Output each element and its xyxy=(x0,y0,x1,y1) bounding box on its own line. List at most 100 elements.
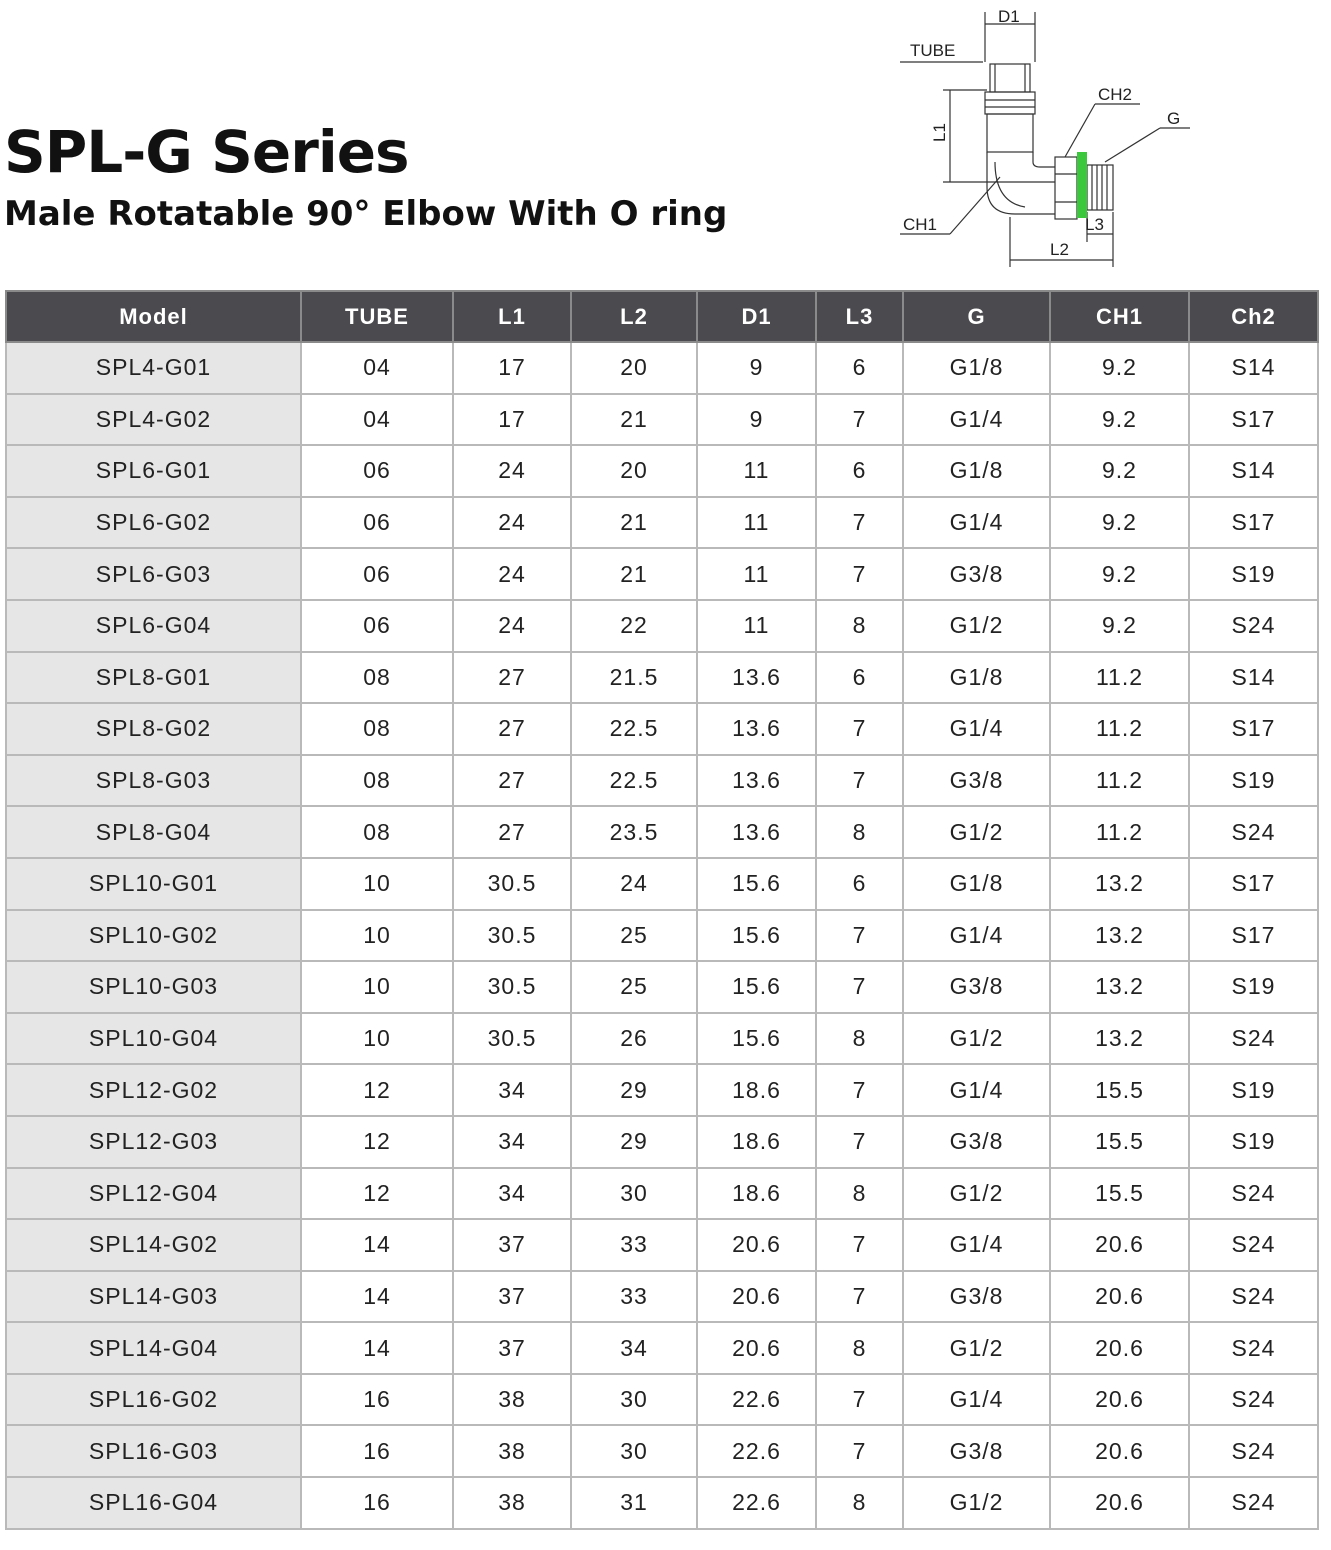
table-cell: 20.6 xyxy=(1049,1321,1190,1375)
table-cell: 15.6 xyxy=(696,908,817,963)
model-cell: SPL6-G04 xyxy=(5,598,302,653)
table-cell: 12 xyxy=(300,1166,454,1221)
page-title: SPL-G Series xyxy=(4,118,410,186)
table-cell: 20.6 xyxy=(1049,1424,1190,1479)
table-cell: 13.2 xyxy=(1049,856,1190,911)
table-row: SPL16-G04 16 38 31 22.6 8 G1/2 20.6 S24 xyxy=(5,1476,1319,1530)
table-cell: 29 xyxy=(570,1063,698,1117)
table-cell: 34 xyxy=(452,1114,572,1169)
table-cell: G1/2 xyxy=(902,598,1051,653)
model-cell: SPL14-G04 xyxy=(5,1321,302,1375)
table-cell: G1/4 xyxy=(902,495,1051,550)
table-body: SPL4-G01 04 17 20 9 6 G1/8 9.2 S14 SPL4-G02 04 17 21… xyxy=(5,341,1319,1530)
o-ring-icon xyxy=(1077,152,1087,218)
table-cell: 20.6 xyxy=(1049,1372,1190,1427)
table-cell: 27 xyxy=(452,702,572,756)
label-d1: D1 xyxy=(998,7,1020,26)
table-cell: 12 xyxy=(300,1114,454,1169)
table-cell: 7 xyxy=(815,702,904,756)
table-cell: 30 xyxy=(570,1166,698,1221)
table-cell: 10 xyxy=(300,908,454,963)
table-cell: 04 xyxy=(300,392,454,447)
table-cell: 7 xyxy=(815,495,904,550)
table-cell: 8 xyxy=(815,1321,904,1375)
table-cell: 6 xyxy=(815,341,904,395)
model-cell: SPL14-G03 xyxy=(5,1269,302,1324)
table-cell: S24 xyxy=(1188,598,1319,653)
table-cell: 6 xyxy=(815,650,904,705)
table-cell: G1/8 xyxy=(902,444,1051,498)
table-cell: 16 xyxy=(300,1424,454,1479)
table-row: SPL16-G03 16 38 30 22.6 7 G3/8 20.6 S24 xyxy=(5,1424,1319,1479)
table-cell: 13.6 xyxy=(696,753,817,808)
table-cell: 06 xyxy=(300,495,454,550)
model-cell: SPL8-G02 xyxy=(5,702,302,756)
table-cell: 22 xyxy=(570,598,698,653)
table-row: SPL6-G03 06 24 21 11 7 G3/8 9.2 S19 xyxy=(5,547,1319,601)
table-cell: 24 xyxy=(570,856,698,911)
model-cell: SPL10-G01 xyxy=(5,856,302,911)
column-header: L1 xyxy=(452,290,572,343)
column-header: CH1 xyxy=(1049,290,1190,343)
table-cell: 15.5 xyxy=(1049,1114,1190,1169)
column-header: TUBE xyxy=(300,290,454,343)
table-cell: G3/8 xyxy=(902,1424,1051,1479)
model-cell: SPL6-G02 xyxy=(5,495,302,550)
table-cell: 20.6 xyxy=(696,1321,817,1375)
model-cell: SPL10-G04 xyxy=(5,1011,302,1066)
table-cell: S19 xyxy=(1188,960,1319,1014)
table-cell: 13.2 xyxy=(1049,908,1190,963)
table-cell: 22.5 xyxy=(570,702,698,756)
table-cell: 08 xyxy=(300,650,454,705)
table-cell: 23.5 xyxy=(570,805,698,859)
table-cell: 20.6 xyxy=(696,1218,817,1272)
table-cell: 11.2 xyxy=(1049,753,1190,808)
table-cell: 25 xyxy=(570,960,698,1014)
table-cell: 8 xyxy=(815,1166,904,1221)
table-cell: 9 xyxy=(696,392,817,447)
table-cell: 17 xyxy=(452,392,572,447)
model-cell: SPL12-G04 xyxy=(5,1166,302,1221)
table-cell: 08 xyxy=(300,805,454,859)
table-row: SPL10-G01 10 30.5 24 15.6 6 G1/8 13.2 S17 xyxy=(5,856,1319,911)
model-cell: SPL8-G04 xyxy=(5,805,302,859)
label-g: G xyxy=(1167,109,1180,128)
table-row: SPL6-G01 06 24 20 11 6 G1/8 9.2 S14 xyxy=(5,444,1319,498)
table-cell: 20.6 xyxy=(1049,1269,1190,1324)
table-cell: 11 xyxy=(696,495,817,550)
table-cell: 9.2 xyxy=(1049,392,1190,447)
model-cell: SPL8-G03 xyxy=(5,753,302,808)
table-cell: 18.6 xyxy=(696,1063,817,1117)
table-row: SPL12-G04 12 34 30 18.6 8 G1/2 15.5 S24 xyxy=(5,1166,1319,1221)
table-cell: 14 xyxy=(300,1269,454,1324)
table-cell: 20 xyxy=(570,341,698,395)
table-row: SPL8-G03 08 27 22.5 13.6 7 G3/8 11.2 S19 xyxy=(5,753,1319,808)
table-cell: 38 xyxy=(452,1424,572,1479)
table-cell: S24 xyxy=(1188,1424,1319,1479)
table-cell: 25 xyxy=(570,908,698,963)
table-cell: 30.5 xyxy=(452,856,572,911)
table-cell: 9.2 xyxy=(1049,495,1190,550)
table-cell: 06 xyxy=(300,444,454,498)
table-cell: S17 xyxy=(1188,908,1319,963)
table-cell: 21 xyxy=(570,392,698,447)
table-cell: G1/8 xyxy=(902,650,1051,705)
table-cell: 20 xyxy=(570,444,698,498)
table-row: SPL4-G02 04 17 21 9 7 G1/4 9.2 S17 xyxy=(5,392,1319,447)
table-cell: 7 xyxy=(815,392,904,447)
table-row: SPL8-G04 08 27 23.5 13.6 8 G1/2 11.2 S24 xyxy=(5,805,1319,859)
table-cell: 17 xyxy=(452,341,572,395)
table-cell: S14 xyxy=(1188,650,1319,705)
table-cell: 27 xyxy=(452,650,572,705)
table-cell: 22.6 xyxy=(696,1424,817,1479)
label-ch1: CH1 xyxy=(903,215,937,234)
table-cell: 30.5 xyxy=(452,908,572,963)
table-cell: 06 xyxy=(300,598,454,653)
table-cell: G3/8 xyxy=(902,1269,1051,1324)
table-cell: 7 xyxy=(815,960,904,1014)
table-cell: G1/2 xyxy=(902,1011,1051,1066)
table-cell: 08 xyxy=(300,702,454,756)
table-cell: 30 xyxy=(570,1424,698,1479)
column-header: Ch2 xyxy=(1188,290,1319,343)
table-row: SPL10-G02 10 30.5 25 15.6 7 G1/4 13.2 S17 xyxy=(5,908,1319,963)
